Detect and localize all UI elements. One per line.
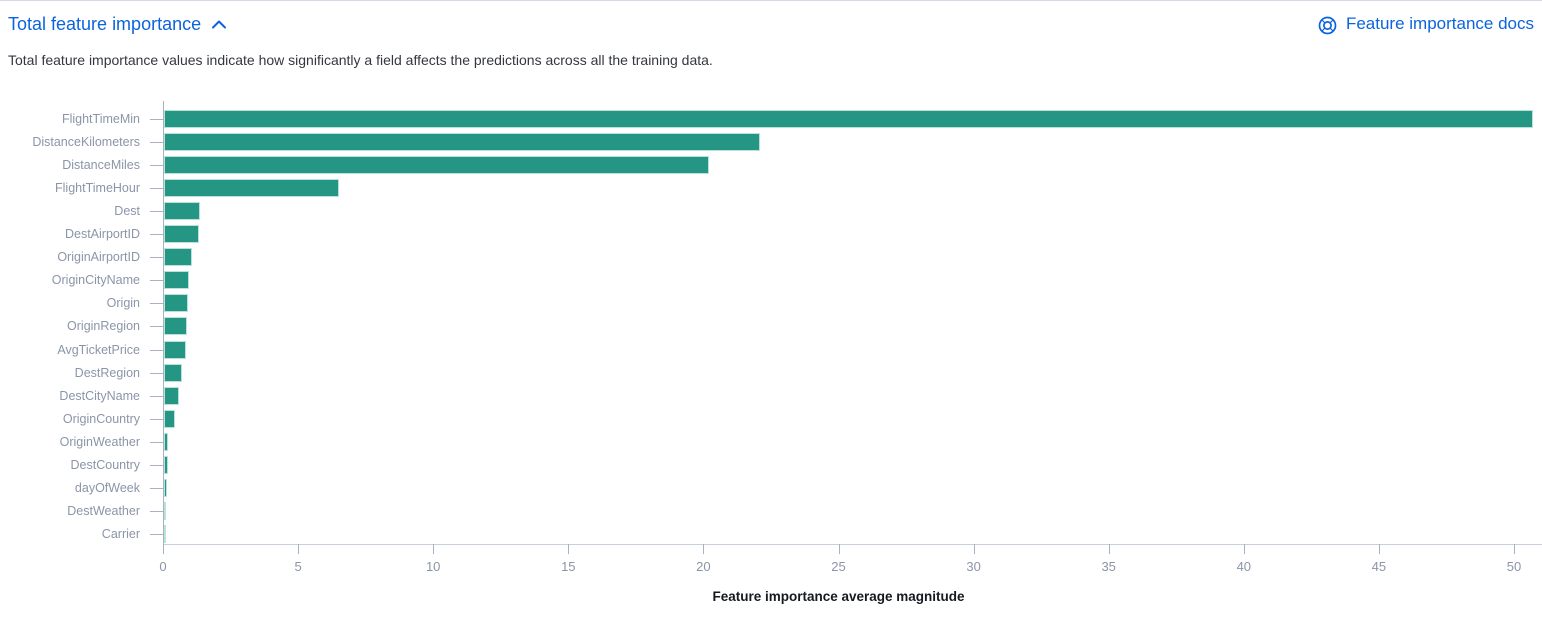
x-axis-tick-label: 10	[425, 559, 441, 574]
y-axis-label: DestRegion	[74, 365, 140, 380]
y-axis-label: AvgTicketPrice	[57, 342, 140, 357]
y-axis-tick-mark	[150, 349, 163, 351]
feature-importance-chart: FlightTimeMin DistanceKilometers DistanceM…	[0, 97, 1542, 619]
y-axis-label: DestCountry	[70, 458, 140, 473]
bar-DistanceMiles[interactable]	[164, 155, 709, 174]
x-axis-tick-label: 25	[831, 559, 846, 574]
docs-link-label: Feature importance docs	[1345, 14, 1534, 33]
y-axis-label: DestWeather	[67, 504, 140, 519]
x-axis-title: Feature importance average magnitude	[712, 589, 965, 604]
bar-dayOfWeek[interactable]	[164, 479, 168, 498]
docs-link[interactable]: Feature importance docs	[1317, 12, 1534, 36]
y-axis-label: OriginCountry	[62, 411, 140, 426]
x-axis-tick-mark	[1378, 544, 1380, 554]
bar-Origin[interactable]	[164, 294, 189, 313]
y-axis-tick-mark	[150, 395, 163, 397]
x-axis-tick-label: 0	[159, 559, 167, 574]
x-axis-tick-label: 20	[696, 559, 711, 574]
y-axis-tick-mark	[150, 257, 163, 259]
y-axis-label: OriginCityName	[51, 273, 140, 288]
bar-OriginRegion[interactable]	[164, 317, 188, 336]
y-axis-tick-mark	[150, 418, 163, 420]
bar-Dest[interactable]	[164, 201, 200, 220]
bar-FlightTimeMin[interactable]	[164, 109, 1533, 128]
y-axis-tick-mark	[150, 234, 163, 236]
y-axis-tick-mark	[150, 534, 163, 536]
y-axis-tick-mark	[150, 465, 163, 467]
y-axis-tick-mark	[150, 511, 163, 513]
bar-OriginCountry[interactable]	[164, 409, 175, 428]
y-axis-label: DistanceKilometers	[32, 134, 140, 149]
y-axis-label: FlightTimeMin	[61, 111, 140, 126]
x-axis-tick-mark	[568, 544, 570, 554]
x-axis-tick-mark	[1243, 544, 1245, 554]
bar-OriginCityName[interactable]	[164, 271, 189, 290]
y-axis-label: OriginWeather	[59, 434, 140, 449]
bar-DestRegion[interactable]	[164, 363, 183, 382]
x-axis-tick-label: 50	[1506, 559, 1522, 574]
y-axis-tick-mark	[150, 164, 163, 166]
x-axis-tick-mark	[1108, 544, 1110, 554]
x-axis-tick-mark	[838, 544, 840, 554]
page-title: Total feature importance	[8, 14, 202, 34]
y-axis-label: Dest	[114, 203, 140, 218]
x-axis-tick-label: 15	[561, 559, 576, 574]
x-axis-line	[163, 544, 1542, 545]
y-axis-tick-mark	[150, 372, 163, 374]
y-axis-tick-mark	[150, 210, 163, 212]
bar-OriginWeather[interactable]	[164, 432, 169, 451]
y-axis-label: dayOfWeek	[74, 481, 140, 496]
y-axis-label: Origin	[106, 296, 140, 311]
y-axis-tick-mark	[150, 280, 163, 282]
bar-AvgTicketPrice[interactable]	[164, 340, 186, 359]
y-axis-label: FlightTimeHour	[55, 180, 140, 195]
chevron-up-icon	[211, 18, 227, 33]
bar-Carrier[interactable]	[164, 525, 166, 544]
bar-OriginAirportID[interactable]	[164, 248, 192, 267]
y-axis-label: DestAirportID	[64, 227, 140, 242]
bar-DestCountry[interactable]	[164, 456, 168, 475]
y-axis-label: Carrier	[101, 527, 140, 542]
x-axis-tick-mark	[433, 544, 435, 554]
y-axis-label: OriginRegion	[67, 319, 140, 334]
bar-DestAirportID[interactable]	[164, 225, 200, 244]
y-axis-label: DistanceMiles	[62, 157, 140, 172]
x-axis-tick-label: 30	[966, 559, 981, 574]
x-axis-tick-label: 40	[1236, 559, 1252, 574]
y-axis-tick-mark	[150, 118, 163, 120]
bar-FlightTimeHour[interactable]	[164, 178, 339, 197]
x-axis-tick-label: 35	[1101, 559, 1116, 574]
y-axis-line	[163, 101, 164, 544]
chart-description: Total feature importance values indicate…	[8, 52, 713, 68]
y-axis-label: DestCityName	[59, 388, 140, 403]
x-axis-tick-mark	[163, 544, 164, 554]
bar-DistanceKilometers[interactable]	[164, 132, 761, 151]
y-axis-tick-mark	[150, 488, 163, 490]
x-axis-tick-label: 45	[1371, 559, 1387, 574]
y-axis-tick-mark	[150, 326, 163, 328]
x-axis-tick-mark	[703, 544, 705, 554]
documentation-icon	[1317, 15, 1338, 36]
section-collapse-toggle[interactable]: Total feature importance	[8, 12, 227, 36]
y-axis-tick-mark	[150, 187, 163, 189]
y-axis-label: OriginAirportID	[57, 250, 140, 265]
x-axis-tick-mark	[298, 544, 300, 554]
bar-DestWeather[interactable]	[164, 502, 167, 521]
y-axis-tick-mark	[150, 141, 163, 143]
panel-header: Total feature importance Feature importa…	[8, 12, 1534, 36]
y-axis-tick-mark	[150, 303, 163, 305]
x-axis-tick-label: 5	[294, 559, 302, 574]
x-axis-tick-mark	[973, 544, 975, 554]
y-axis-tick-mark	[150, 441, 163, 443]
bar-DestCityName[interactable]	[164, 386, 179, 405]
x-axis-tick-mark	[1514, 544, 1515, 554]
